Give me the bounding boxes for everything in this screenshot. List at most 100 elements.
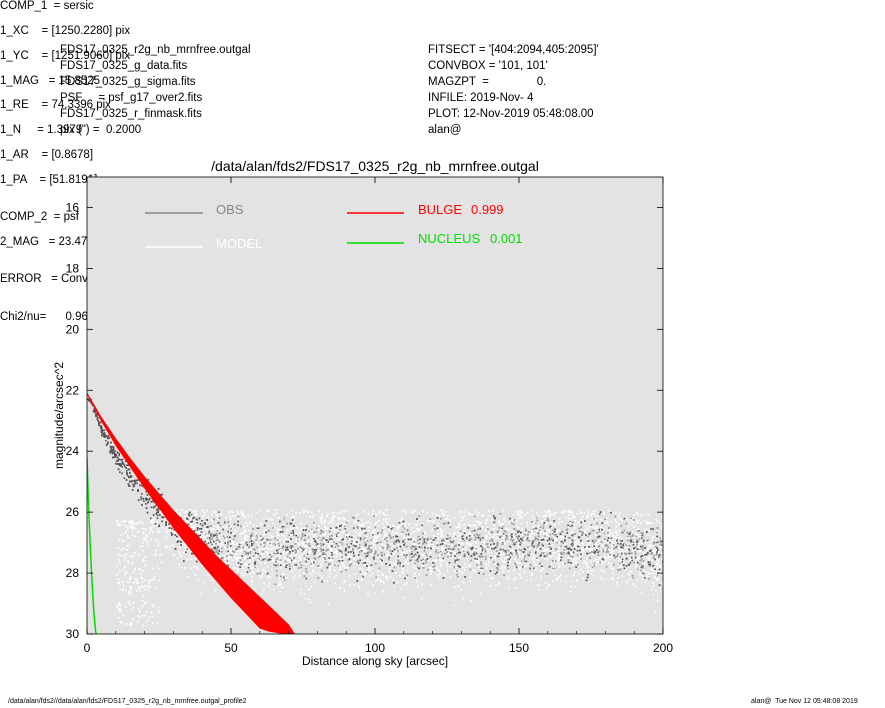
model-point (186, 558, 189, 561)
model-point (536, 558, 538, 561)
model-point (474, 546, 477, 548)
header-mid-line: INFILE: 2019-Nov- 4 (428, 92, 534, 104)
model-point (569, 551, 572, 554)
model-point (191, 522, 194, 525)
model-point (155, 549, 158, 552)
model-point (254, 551, 257, 553)
model-point (406, 536, 408, 538)
model-point (379, 542, 381, 544)
model-point (228, 541, 231, 544)
model-point (227, 512, 230, 515)
model-point (491, 567, 493, 570)
model-point (540, 542, 543, 544)
model-point (156, 531, 159, 533)
model-point (667, 586, 669, 588)
model-point (130, 623, 133, 625)
model-point (185, 519, 187, 521)
model-point (180, 567, 183, 569)
model-point (353, 516, 355, 518)
model-point (469, 532, 471, 534)
model-point (382, 574, 384, 576)
model-point (255, 552, 258, 555)
model-point (221, 542, 223, 544)
model-point (542, 532, 545, 535)
model-point (395, 556, 398, 559)
model-point (354, 552, 357, 555)
model-point (506, 528, 509, 530)
model-point (583, 535, 586, 537)
model-point (137, 608, 140, 610)
model-point (515, 587, 518, 589)
model-point (622, 561, 624, 564)
model-point (297, 540, 300, 542)
model-point (556, 511, 558, 513)
model-point (357, 522, 360, 524)
model-point (515, 543, 518, 546)
model-point (495, 584, 497, 586)
model-point (618, 511, 621, 513)
model-point (621, 575, 624, 577)
model-point (258, 549, 261, 551)
model-point (422, 541, 424, 543)
model-point (597, 513, 600, 516)
model-point (275, 509, 277, 511)
model-point (453, 532, 456, 534)
model-point (239, 542, 241, 544)
model-point (306, 571, 309, 573)
header-mid-line: CONVBOX = '101, 101' (428, 60, 548, 72)
model-point (568, 514, 570, 516)
model-point (198, 530, 201, 533)
model-point (430, 543, 432, 545)
model-point (273, 513, 275, 516)
model-point (333, 512, 335, 514)
model-point (624, 550, 627, 553)
model-point (317, 529, 320, 532)
model-point (586, 553, 589, 556)
model-point (343, 518, 346, 520)
model-point (389, 542, 391, 545)
model-point (581, 516, 583, 519)
model-point (279, 555, 281, 557)
model-point (211, 579, 213, 582)
model-point (663, 535, 665, 537)
model-point (122, 581, 125, 583)
model-point (369, 561, 371, 563)
model-point (640, 536, 643, 538)
model-point (364, 573, 366, 576)
model-point (165, 546, 168, 549)
model-point (618, 514, 620, 517)
model-point (453, 551, 456, 554)
model-point (239, 553, 242, 555)
model-point (128, 577, 131, 579)
model-point (599, 556, 601, 559)
model-point (399, 563, 402, 565)
model-point (635, 561, 638, 563)
model-point (591, 569, 593, 572)
model-point (441, 531, 444, 533)
model-point (611, 551, 613, 554)
model-point (520, 516, 523, 519)
model-point (444, 558, 446, 561)
model-point (443, 514, 445, 516)
model-point (525, 579, 528, 582)
model-point (486, 568, 488, 571)
model-point (179, 553, 181, 555)
model-point (328, 545, 330, 547)
model-point (121, 549, 123, 551)
model-point (576, 513, 579, 515)
model-point (516, 533, 519, 536)
model-point (367, 593, 369, 595)
model-point (653, 535, 655, 537)
model-point (595, 519, 598, 521)
model-point (431, 512, 434, 515)
model-point (648, 522, 650, 524)
model-point (634, 565, 637, 568)
model-point (231, 559, 234, 562)
model-point (379, 580, 382, 582)
model-point (469, 576, 471, 579)
model-point (502, 509, 504, 512)
model-point (574, 520, 576, 522)
model-point (541, 568, 543, 571)
model-point (302, 542, 305, 544)
model-point (651, 521, 653, 524)
